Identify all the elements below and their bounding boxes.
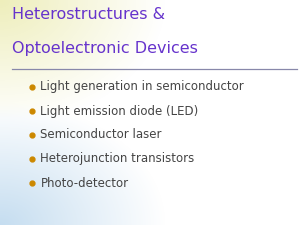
Text: Light generation in semiconductor: Light generation in semiconductor: [40, 80, 244, 93]
Text: Heterostructures &: Heterostructures &: [12, 7, 165, 22]
Text: Optoelectronic Devices: Optoelectronic Devices: [12, 40, 198, 56]
Text: Heterojunction transistors: Heterojunction transistors: [40, 152, 195, 165]
Text: Light emission diode (LED): Light emission diode (LED): [40, 105, 199, 118]
Text: Semiconductor laser: Semiconductor laser: [40, 128, 162, 142]
Text: Photo-detector: Photo-detector: [40, 177, 129, 190]
